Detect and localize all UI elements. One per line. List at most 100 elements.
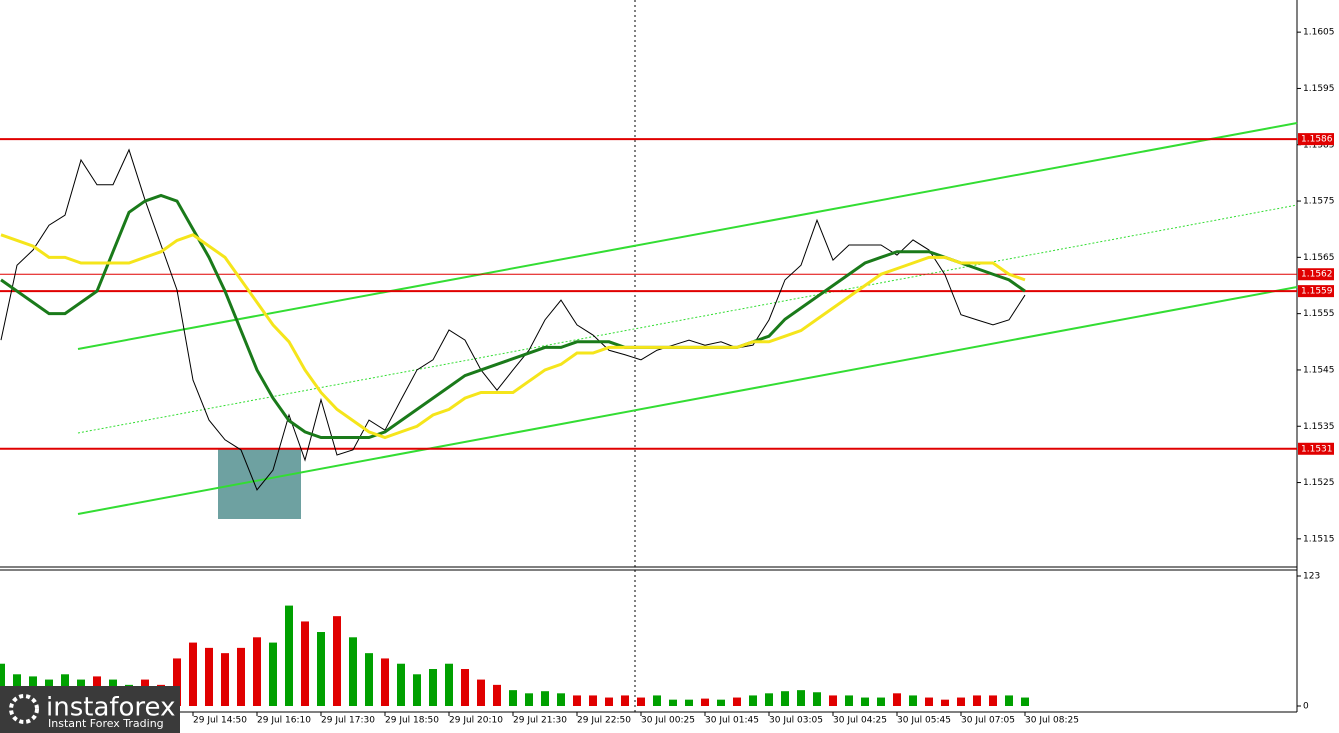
volume-bar xyxy=(0,663,5,706)
x-tick-label: 30 Jul 07:05 xyxy=(961,716,1015,726)
volume-bar xyxy=(717,699,725,706)
x-tick-label: 30 Jul 00:25 xyxy=(641,716,695,726)
y-tick-label: 1.1595 xyxy=(1303,84,1335,94)
volume-bar xyxy=(317,632,325,706)
logo-bg xyxy=(0,686,180,733)
volume-bar xyxy=(733,697,741,706)
x-tick-label: 29 Jul 22:50 xyxy=(577,716,631,726)
volume-bar xyxy=(365,653,373,706)
x-tick-label: 29 Jul 16:10 xyxy=(257,716,311,726)
volume-bar xyxy=(1021,697,1029,706)
x-tick-label: 30 Jul 05:45 xyxy=(897,716,951,726)
level-label: 1.1531 xyxy=(1301,444,1333,454)
x-tick-label: 30 Jul 01:45 xyxy=(705,716,759,726)
logo-icon xyxy=(9,694,39,724)
y-tick-label: 1.1575 xyxy=(1303,197,1335,207)
volume-bar xyxy=(349,637,357,706)
volume-bar xyxy=(557,693,565,706)
volume-bar xyxy=(381,658,389,706)
volume-bar xyxy=(301,621,309,706)
volume-bar xyxy=(845,695,853,706)
level-label-bg xyxy=(1298,442,1334,455)
volume-bar xyxy=(269,642,277,706)
volume-bar xyxy=(685,699,693,706)
y-tick-label: 1.1555 xyxy=(1303,309,1335,319)
series-line xyxy=(0,233,1026,440)
y-tick-label: 1.1535 xyxy=(1303,422,1335,432)
volume-bar xyxy=(909,695,917,706)
channel-line xyxy=(77,286,1298,515)
volume-bar xyxy=(477,679,485,706)
volume-bar xyxy=(893,693,901,706)
volume-bar xyxy=(813,692,821,706)
volume-bar xyxy=(333,616,341,706)
level-label: 1.1559 xyxy=(1301,287,1333,297)
volume-bar xyxy=(989,695,997,706)
volume-bar xyxy=(973,695,981,706)
volume-bar xyxy=(525,693,533,706)
volume-bar xyxy=(653,695,661,706)
x-tick-label: 30 Jul 04:25 xyxy=(833,716,887,726)
volume-bar xyxy=(1005,695,1013,706)
x-tick-label: 29 Jul 17:30 xyxy=(321,716,375,726)
level-label: 1.1586 xyxy=(1301,135,1333,145)
series-line xyxy=(0,193,1026,440)
volume-bar xyxy=(285,605,293,706)
logo: instaforex Instant Forex Trading xyxy=(0,686,180,733)
volume-bar xyxy=(605,697,613,706)
volume-bar xyxy=(189,642,197,706)
channel-line xyxy=(77,122,1298,350)
x-tick-label: 29 Jul 21:30 xyxy=(513,716,567,726)
y-tick-label: 1.1545 xyxy=(1303,365,1335,375)
volume-tick-label: 0 xyxy=(1303,702,1309,712)
volume-bar xyxy=(493,684,501,706)
y-tick-label: 1.1525 xyxy=(1303,478,1335,488)
volume-bar xyxy=(877,697,885,706)
volume-bar xyxy=(749,695,757,706)
volume-bar xyxy=(461,669,469,706)
logo-name: instaforex xyxy=(46,693,175,723)
level-label: 1.1562 xyxy=(1301,270,1333,280)
volume-tick-label: 123 xyxy=(1303,572,1320,582)
volume-bar xyxy=(509,690,517,706)
x-tick-label: 29 Jul 20:10 xyxy=(449,716,503,726)
logo-tagline: Instant Forex Trading xyxy=(48,717,164,730)
volume-bar xyxy=(957,697,965,706)
volume-bar xyxy=(221,653,229,706)
volume-bar xyxy=(781,691,789,706)
level-label-bg xyxy=(1298,133,1334,146)
volume-bar xyxy=(797,690,805,706)
volume-bar xyxy=(573,695,581,706)
volume-bar xyxy=(541,691,549,706)
level-label-bg xyxy=(1298,285,1334,298)
y-tick-label: 1.1565 xyxy=(1303,253,1335,263)
volume-bar xyxy=(205,647,213,706)
volume-bar xyxy=(413,674,421,706)
volume-bar xyxy=(397,663,405,706)
volume-bar xyxy=(669,699,677,706)
volume-bar xyxy=(829,695,837,706)
volume-bar xyxy=(941,699,949,706)
volume-bar xyxy=(445,663,453,706)
volume-bar xyxy=(589,695,597,706)
x-tick-label: 30 Jul 08:25 xyxy=(1025,716,1079,726)
volume-bar xyxy=(621,695,629,706)
y-tick-label: 1.1605 xyxy=(1303,28,1335,38)
level-label-bg xyxy=(1298,268,1334,281)
y-tick-label: 1.1585 xyxy=(1303,140,1335,150)
volume-bar xyxy=(637,697,645,706)
y-tick-label: 1.1515 xyxy=(1303,534,1335,544)
series-line xyxy=(0,148,1026,491)
x-tick-label: 30 Jul 03:05 xyxy=(769,716,823,726)
volume-bar xyxy=(237,647,245,706)
volume-bar xyxy=(701,698,709,706)
channel-mid xyxy=(77,204,1298,434)
volume-bar xyxy=(925,697,933,706)
volume-bar xyxy=(253,637,261,706)
volume-bar xyxy=(765,693,773,706)
volume-bar xyxy=(429,669,437,706)
volume-bar xyxy=(173,658,181,706)
volume-bar xyxy=(861,697,869,706)
